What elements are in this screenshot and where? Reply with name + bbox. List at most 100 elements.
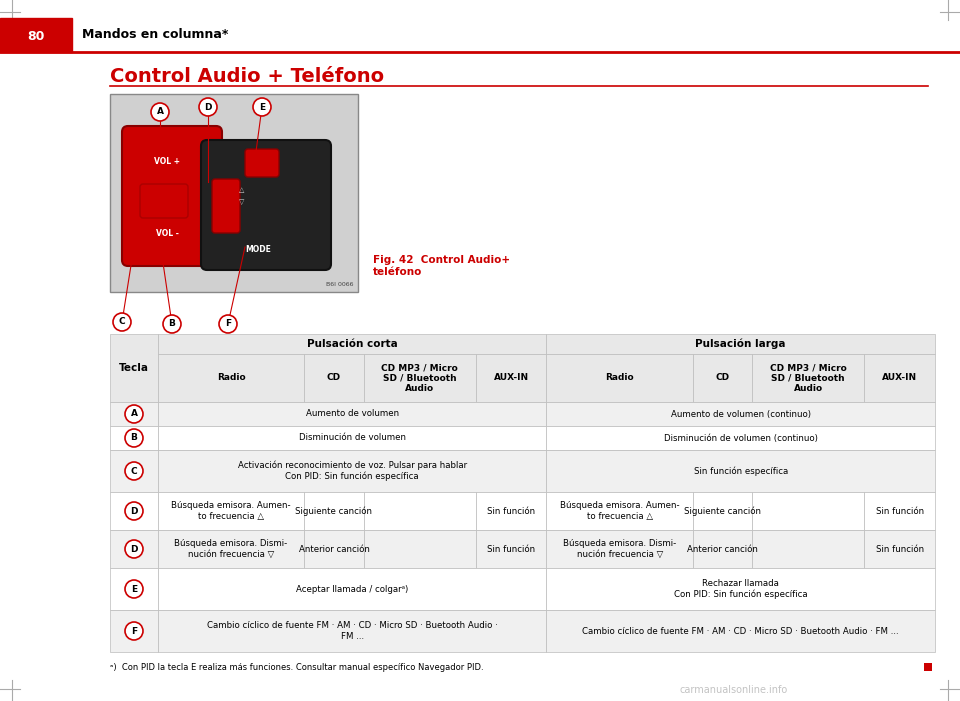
Circle shape — [125, 622, 143, 640]
Text: Pulsación corta: Pulsación corta — [307, 339, 397, 349]
Bar — [475, 530, 546, 568]
FancyBboxPatch shape — [201, 140, 331, 270]
Text: Anterior canción: Anterior canción — [687, 545, 757, 554]
Bar — [693, 492, 753, 530]
Text: carmanualsonline.info: carmanualsonline.info — [680, 685, 788, 695]
FancyBboxPatch shape — [212, 179, 240, 233]
Text: AUX-IN: AUX-IN — [882, 374, 917, 383]
Bar — [110, 402, 158, 426]
Bar — [304, 492, 364, 530]
Text: Rechazar llamada
Con PID: Sin función específica: Rechazar llamada Con PID: Sin función es… — [674, 579, 807, 599]
Text: Búsqueda emisora. Dismi-
nución frecuencia ▽: Búsqueda emisora. Dismi- nución frecuenc… — [175, 539, 288, 559]
Text: Búsqueda emisora. Aumen-
to frecuencia △: Búsqueda emisora. Aumen- to frecuencia △ — [171, 501, 291, 521]
Bar — [110, 610, 158, 652]
Text: Radio: Radio — [606, 374, 634, 383]
Bar — [693, 530, 753, 568]
Text: Sin función: Sin función — [487, 507, 535, 515]
Circle shape — [125, 405, 143, 423]
Bar — [864, 354, 935, 402]
Bar — [158, 610, 546, 652]
Bar — [546, 610, 935, 652]
Bar — [546, 354, 693, 402]
Text: Sin función específica: Sin función específica — [694, 466, 788, 476]
Circle shape — [113, 313, 131, 331]
Text: 80: 80 — [27, 29, 45, 43]
Bar — [693, 354, 753, 402]
Circle shape — [151, 103, 169, 121]
Text: Siguiente canción: Siguiente canción — [296, 506, 372, 516]
Text: B: B — [169, 320, 176, 329]
Text: CD: CD — [327, 374, 341, 383]
Text: Búsqueda emisora. Aumen-
to frecuencia △: Búsqueda emisora. Aumen- to frecuencia △ — [560, 501, 680, 521]
Text: Aceptar llamada / colgarᵃ): Aceptar llamada / colgarᵃ) — [296, 585, 408, 594]
Circle shape — [125, 462, 143, 480]
Text: Fig. 42  Control Audio+
teléfono: Fig. 42 Control Audio+ teléfono — [373, 255, 510, 277]
Text: C: C — [119, 318, 126, 327]
Text: MODE: MODE — [245, 245, 271, 254]
Bar — [924, 663, 932, 671]
Text: Tecla: Tecla — [119, 363, 149, 373]
Text: Anterior canción: Anterior canción — [299, 545, 370, 554]
FancyBboxPatch shape — [122, 126, 222, 266]
FancyBboxPatch shape — [245, 149, 279, 177]
Text: ᵃ)  Con PID la tecla E realiza más funciones. Consultar manual específico Navega: ᵃ) Con PID la tecla E realiza más funcio… — [110, 664, 484, 672]
Text: Aumento de volumen: Aumento de volumen — [305, 409, 398, 418]
Text: CD: CD — [715, 374, 730, 383]
Bar — [158, 492, 304, 530]
Bar — [753, 530, 864, 568]
Text: Búsqueda emisora. Dismi-
nución frecuencia ▽: Búsqueda emisora. Dismi- nución frecuenc… — [563, 539, 676, 559]
Bar — [110, 492, 158, 530]
Circle shape — [125, 429, 143, 447]
Bar — [546, 334, 935, 354]
Bar — [0, 18, 72, 52]
Text: CD MP3 / Micro
SD / Bluetooth
Audio: CD MP3 / Micro SD / Bluetooth Audio — [770, 363, 847, 393]
Bar — [864, 492, 935, 530]
Bar — [158, 568, 546, 610]
Bar — [753, 492, 864, 530]
Text: D: D — [131, 507, 137, 515]
Text: A: A — [131, 409, 137, 418]
Text: Disminución de volumen (continuo): Disminución de volumen (continuo) — [663, 433, 818, 442]
Text: CD MP3 / Micro
SD / Bluetooth
Audio: CD MP3 / Micro SD / Bluetooth Audio — [381, 363, 458, 393]
Circle shape — [163, 315, 181, 333]
Text: Cambio cíclico de fuente FM · AM · CD · Micro SD · Buetooth Audio ·
FM ...: Cambio cíclico de fuente FM · AM · CD · … — [206, 621, 497, 641]
Bar — [110, 530, 158, 568]
Bar — [110, 334, 158, 402]
Circle shape — [199, 98, 217, 116]
Text: A: A — [156, 107, 163, 116]
Text: Siguiente canción: Siguiente canción — [684, 506, 761, 516]
Text: Radio: Radio — [217, 374, 246, 383]
Bar — [304, 530, 364, 568]
Bar — [304, 354, 364, 402]
Circle shape — [125, 502, 143, 520]
Circle shape — [253, 98, 271, 116]
Text: Sin función: Sin función — [487, 545, 535, 554]
Text: F: F — [225, 320, 231, 329]
Text: Activación reconocimiento de voz. Pulsar para hablar
Con PID: Sin función especí: Activación reconocimiento de voz. Pulsar… — [238, 461, 467, 482]
Bar — [546, 402, 935, 426]
Bar — [546, 568, 935, 610]
Bar — [475, 354, 546, 402]
Text: D: D — [204, 102, 212, 111]
Text: Disminución de volumen: Disminución de volumen — [299, 433, 406, 442]
Bar — [864, 530, 935, 568]
Text: AUX-IN: AUX-IN — [493, 374, 529, 383]
Text: F: F — [131, 627, 137, 636]
Bar — [158, 402, 546, 426]
Bar — [546, 426, 935, 450]
Bar — [364, 354, 475, 402]
Text: VOL -: VOL - — [156, 229, 179, 238]
Text: VOL +: VOL + — [154, 158, 180, 167]
Bar — [158, 530, 304, 568]
Text: Sin función: Sin función — [876, 545, 924, 554]
Text: B: B — [131, 433, 137, 442]
Bar — [158, 354, 304, 402]
Text: Cambio cíclico de fuente FM · AM · CD · Micro SD · Buetooth Audio · FM ...: Cambio cíclico de fuente FM · AM · CD · … — [583, 627, 900, 636]
Bar — [546, 450, 935, 492]
Text: Control Audio + Teléfono: Control Audio + Teléfono — [110, 67, 384, 86]
Circle shape — [219, 315, 237, 333]
Text: B6I 0066: B6I 0066 — [326, 282, 354, 287]
Circle shape — [125, 540, 143, 558]
Bar — [110, 450, 158, 492]
Text: Aumento de volumen (continuo): Aumento de volumen (continuo) — [671, 409, 811, 418]
